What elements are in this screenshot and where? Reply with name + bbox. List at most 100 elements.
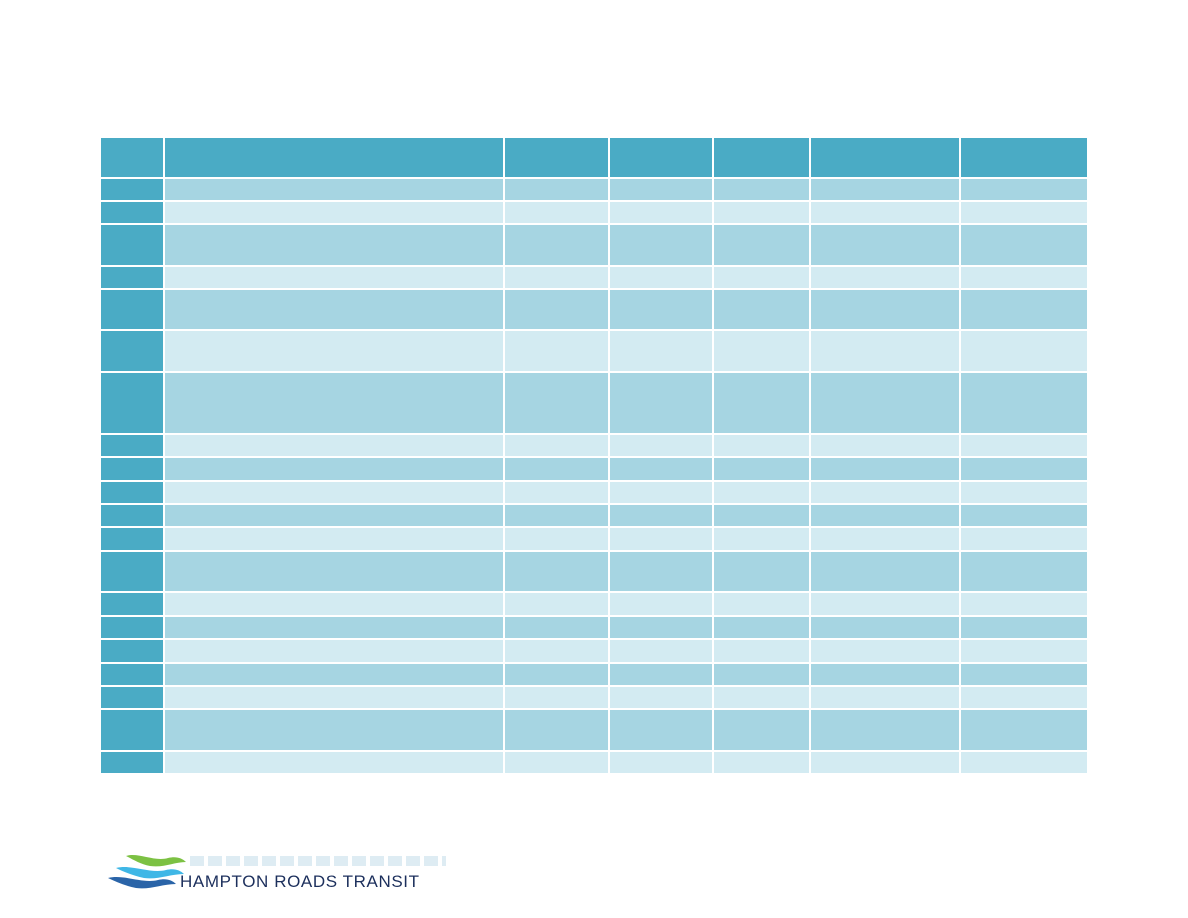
table-header-cell — [505, 138, 610, 179]
table-cell — [811, 267, 961, 290]
table-cell — [165, 267, 505, 290]
table-cell — [714, 505, 811, 528]
table-cell — [610, 179, 714, 202]
table-cell — [610, 458, 714, 482]
table-cell — [714, 373, 811, 435]
table-cell — [505, 202, 610, 225]
table-header-cell — [961, 138, 1087, 179]
table-cell — [961, 290, 1087, 331]
table-row-header-cell — [101, 225, 165, 267]
table-cell — [165, 617, 505, 640]
table-cell — [961, 752, 1087, 775]
table-cell — [505, 752, 610, 775]
table-cell — [165, 225, 505, 267]
table-row-header-cell — [101, 373, 165, 435]
table-cell — [961, 482, 1087, 505]
table-cell — [165, 482, 505, 505]
table-cell — [610, 710, 714, 752]
table-cell — [714, 225, 811, 267]
table-cell — [714, 664, 811, 687]
table-row-header-cell — [101, 482, 165, 505]
table-row-header-cell — [101, 435, 165, 458]
table-cell — [961, 435, 1087, 458]
table-cell — [714, 552, 811, 593]
table-cell — [505, 267, 610, 290]
table-cell — [961, 225, 1087, 267]
table-cell — [961, 593, 1087, 617]
table-row-header-cell — [101, 617, 165, 640]
table-cell — [165, 752, 505, 775]
table-cell — [714, 482, 811, 505]
table-row-header-cell — [101, 458, 165, 482]
table-cell — [505, 435, 610, 458]
table-cell — [811, 202, 961, 225]
table-cell — [714, 202, 811, 225]
table-cell — [811, 528, 961, 552]
table-row-header-cell — [101, 331, 165, 373]
table-cell — [610, 687, 714, 710]
table-cell — [505, 710, 610, 752]
table-cell — [961, 458, 1087, 482]
table-cell — [610, 202, 714, 225]
table-cell — [961, 528, 1087, 552]
table-cell — [505, 458, 610, 482]
table-cell — [961, 710, 1087, 752]
table-cell — [505, 528, 610, 552]
table-cell — [165, 687, 505, 710]
table-cell — [714, 593, 811, 617]
table-cell — [811, 458, 961, 482]
table-cell — [811, 482, 961, 505]
table-cell — [610, 373, 714, 435]
table-cell — [505, 664, 610, 687]
table-cell — [165, 290, 505, 331]
table-row-header-cell — [101, 593, 165, 617]
table-cell — [505, 505, 610, 528]
table-cell — [811, 640, 961, 664]
table-cell — [961, 267, 1087, 290]
table-cell — [811, 687, 961, 710]
table-cell — [505, 617, 610, 640]
table-cell — [811, 617, 961, 640]
table-cell — [811, 179, 961, 202]
table-row-header-cell — [101, 290, 165, 331]
table-cell — [811, 552, 961, 593]
table-cell — [610, 593, 714, 617]
table-cell — [811, 373, 961, 435]
table-cell — [165, 202, 505, 225]
table-cell — [505, 640, 610, 664]
table-cell — [811, 331, 961, 373]
table-cell — [610, 617, 714, 640]
table-cell — [961, 505, 1087, 528]
table-cell — [714, 435, 811, 458]
table-cell — [610, 752, 714, 775]
table-row-header-cell — [101, 710, 165, 752]
table-header-cell — [610, 138, 714, 179]
table-cell — [610, 331, 714, 373]
table-header-cell — [714, 138, 811, 179]
table-row-header-cell — [101, 202, 165, 225]
table-cell — [610, 225, 714, 267]
table-cell — [714, 458, 811, 482]
table-row-header-cell — [101, 528, 165, 552]
table-cell — [505, 290, 610, 331]
hrt-wave-logo-icon — [108, 855, 186, 889]
table-cell — [165, 528, 505, 552]
table-cell — [961, 664, 1087, 687]
table-cell — [811, 290, 961, 331]
table-cell — [961, 687, 1087, 710]
table-cell — [610, 640, 714, 664]
table-cell — [165, 179, 505, 202]
table-cell — [165, 331, 505, 373]
table-row-header-cell — [101, 552, 165, 593]
table-cell — [610, 552, 714, 593]
table-cell — [714, 331, 811, 373]
table-cell — [811, 505, 961, 528]
table-row-header-cell — [101, 687, 165, 710]
table-cell — [714, 617, 811, 640]
table-cell — [961, 640, 1087, 664]
table-cell — [165, 664, 505, 687]
table-cell — [961, 552, 1087, 593]
table-cell — [165, 458, 505, 482]
table-cell — [165, 435, 505, 458]
table-row-header-cell — [101, 505, 165, 528]
